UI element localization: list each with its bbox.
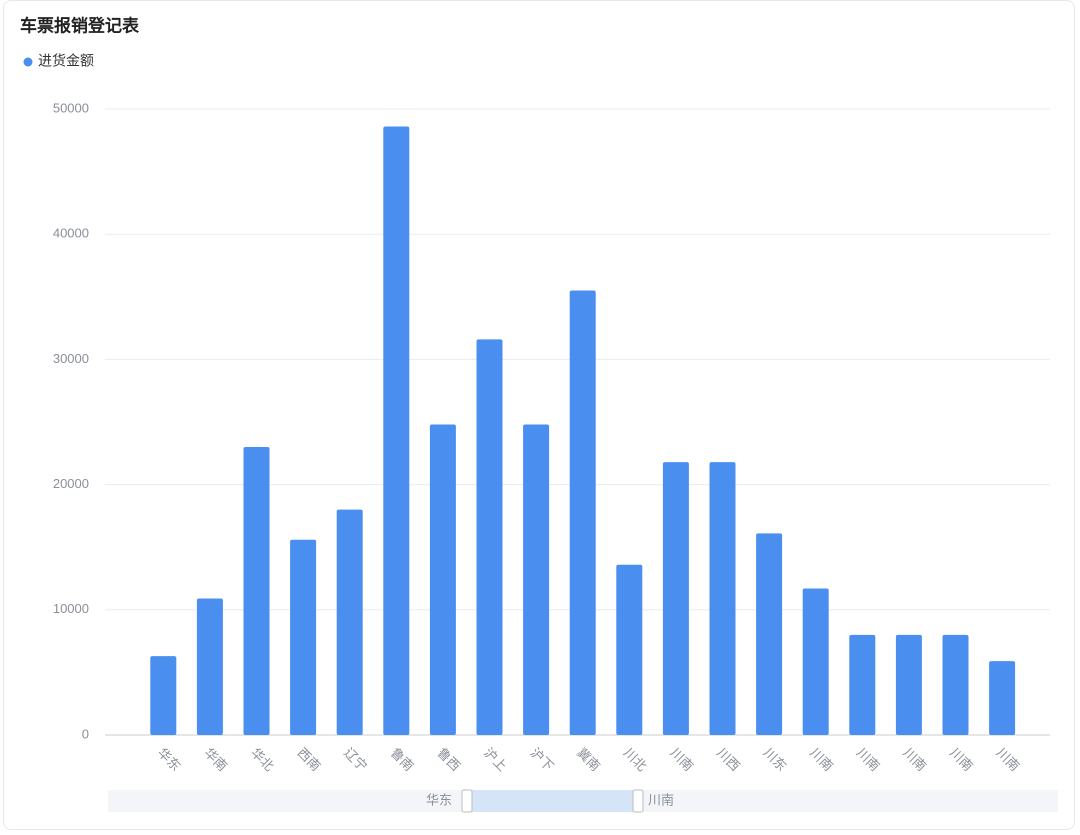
y-tick-label: 30000: [53, 351, 89, 366]
x-tick-label: 川南: [947, 745, 976, 774]
x-tick-label: 川西: [714, 745, 743, 774]
x-tick-label: 华北: [248, 745, 277, 774]
x-tick-label: 川东: [761, 745, 790, 774]
bar: [336, 509, 363, 735]
y-tick-label: 20000: [53, 476, 89, 491]
x-tick-label: 冀南: [574, 745, 603, 774]
bar: [849, 634, 876, 735]
zoom-window[interactable]: [467, 790, 638, 812]
bar: [802, 588, 829, 735]
x-tick-label: 川北: [621, 745, 650, 774]
bar: [243, 447, 270, 735]
x-tick-label: 川南: [807, 745, 836, 774]
zoom-end-label: 川南: [648, 792, 674, 807]
x-tick-label: 川南: [854, 745, 883, 774]
x-tick-label: 辽宁: [341, 745, 370, 774]
bar: [989, 661, 1016, 735]
bar: [709, 462, 736, 735]
bar: [569, 290, 596, 735]
bar: [895, 634, 922, 735]
card: [3, 0, 1075, 830]
bar: [196, 598, 223, 735]
bar: [616, 564, 643, 735]
x-tick-label: 川南: [900, 745, 929, 774]
bar: [429, 424, 456, 735]
x-tick-label: 沪上: [481, 745, 510, 774]
x-tick-label: 西南: [295, 745, 324, 774]
bar: [523, 424, 550, 735]
x-tick-label: 川南: [994, 745, 1023, 774]
bar: [150, 656, 177, 735]
y-tick-label: 10000: [53, 601, 89, 616]
bar: [383, 126, 410, 735]
zoom-handle[interactable]: [461, 789, 473, 813]
bar: [662, 462, 689, 735]
x-tick-label: 沪下: [528, 745, 557, 774]
legend-label: 进货金额: [38, 53, 94, 69]
x-tick-label: 华南: [201, 745, 230, 774]
zoom-handle[interactable]: [632, 789, 644, 813]
bar: [756, 533, 783, 735]
bar: [290, 539, 317, 735]
bar: [942, 634, 969, 735]
y-tick-label: 50000: [53, 100, 89, 115]
x-tick-label: 鲁南: [388, 745, 417, 774]
x-tick-label: 鲁西: [434, 745, 463, 774]
y-tick-label: 0: [82, 726, 89, 741]
zoom-start-label: 华东: [426, 792, 452, 807]
x-tick-label: 华东: [155, 745, 184, 774]
bar: [476, 339, 503, 735]
chart-title: 车票报销登记表: [20, 15, 140, 35]
y-tick-label: 40000: [53, 226, 89, 241]
legend-marker: [23, 57, 33, 67]
x-tick-label: 川南: [667, 745, 696, 774]
